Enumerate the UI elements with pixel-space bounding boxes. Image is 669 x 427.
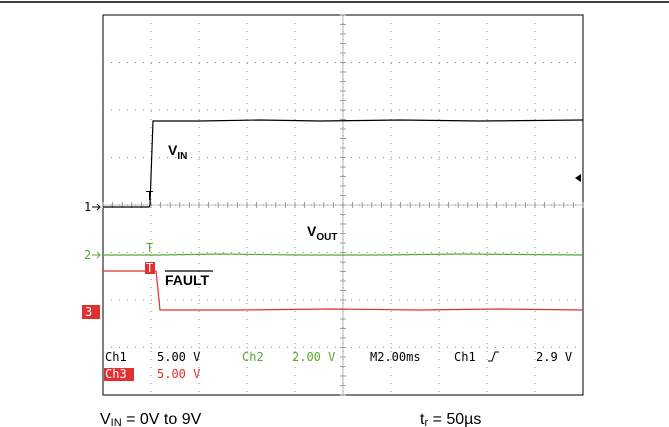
caption-left-main: V: [100, 411, 111, 427]
ch3-name: Ch3: [105, 367, 127, 381]
caption-right-rest: = 50µs: [428, 411, 481, 427]
ch3-marker: 3: [85, 305, 92, 319]
ch1-scale: 5.00 V: [157, 350, 200, 364]
ch1-arrow: [92, 203, 101, 211]
trigger-level: 2.9 V: [536, 350, 572, 364]
ch2-name: Ch2: [242, 350, 264, 364]
ch1-trigger: T: [146, 189, 153, 203]
ch3-trace: [103, 270, 584, 311]
ch2-trigger: T: [146, 241, 153, 255]
caption-right-main: t: [420, 411, 425, 427]
fault-label: FAULT: [165, 272, 210, 288]
ch1-trace: [103, 119, 584, 208]
caption-right-sub: r: [424, 417, 428, 427]
ch3-trigger: T: [146, 261, 153, 275]
caption-left: VIN = 0V to 9V: [100, 411, 202, 427]
ch3-marker-box: [82, 305, 100, 319]
vout-label: VOUT: [307, 223, 337, 243]
caption-left-sub: IN: [111, 417, 122, 427]
ch3-name-box: [104, 368, 134, 381]
ch2-trace: [103, 253, 584, 256]
ch1-marker: 1: [84, 200, 91, 214]
vout-main: V: [307, 223, 317, 239]
ch2-marker: 2: [84, 248, 91, 262]
ch2-arrow: [92, 251, 101, 259]
vin-label: VIN: [168, 142, 187, 162]
ch2-scale: 2.00 V: [292, 350, 335, 364]
vin-sub: IN: [177, 151, 187, 162]
vout-sub: OUT: [316, 232, 337, 243]
ch3-trigger-box: [145, 262, 155, 274]
caption-left-rest: = 0V to 9V: [122, 411, 202, 427]
graticule: [102, 14, 584, 396]
vin-main: V: [168, 142, 178, 158]
trigger-level-arrow: [575, 174, 581, 182]
ch1-name: Ch1: [105, 350, 127, 364]
timebase: M2.00ms: [370, 350, 421, 364]
caption-right: tr = 50µs: [420, 411, 481, 427]
trigger-slope-icon: [488, 351, 499, 362]
ch3-scale: 5.00 V: [157, 367, 200, 381]
trigger-source: Ch1: [454, 350, 476, 364]
